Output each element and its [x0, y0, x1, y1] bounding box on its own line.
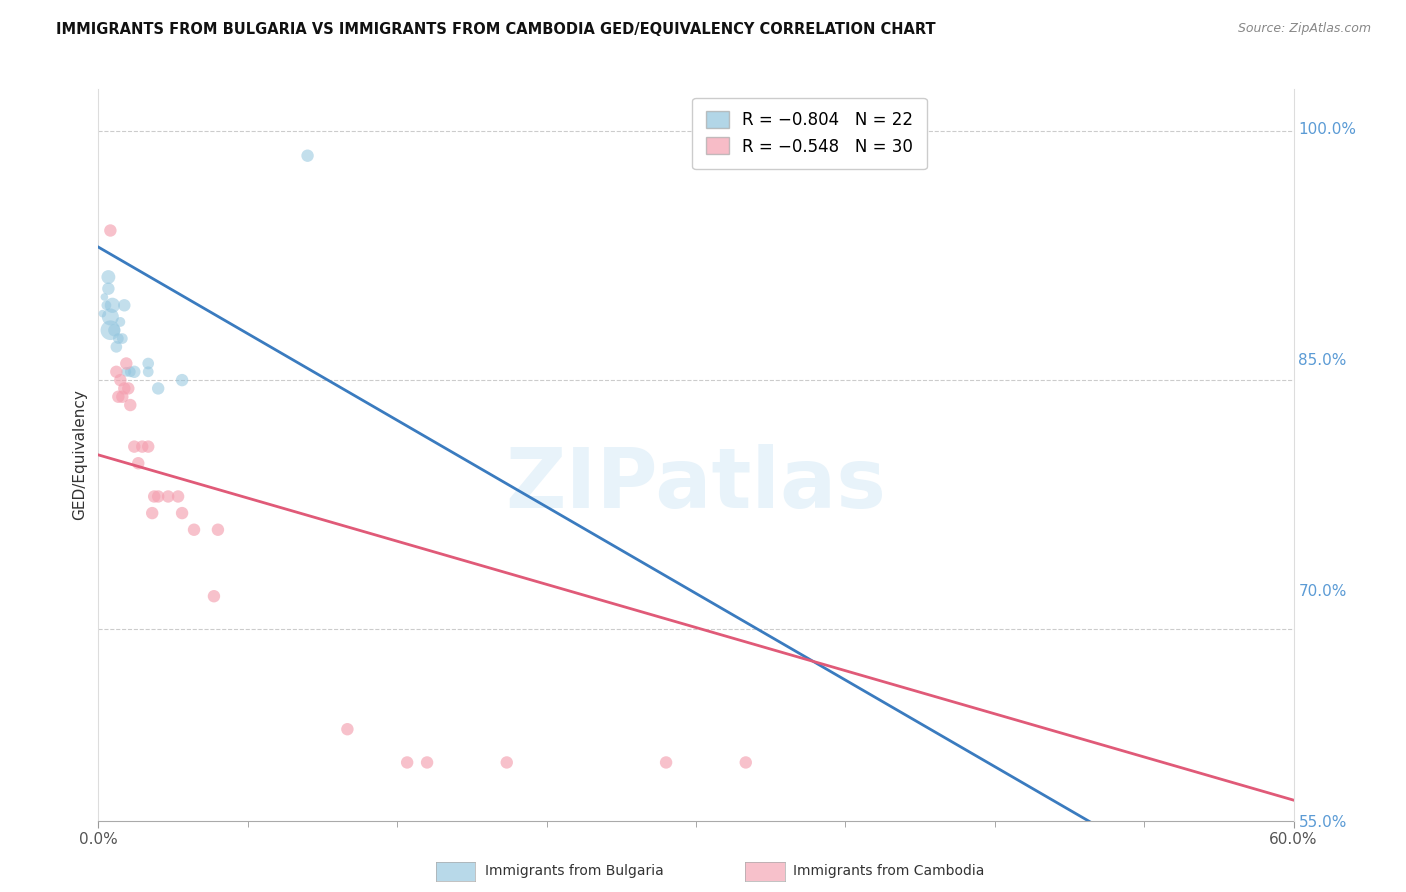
- Point: [115, 356, 138, 370]
- Text: Immigrants from Cambodia: Immigrants from Cambodia: [793, 864, 984, 879]
- Point: [131, 440, 153, 454]
- Point: [103, 323, 125, 337]
- Point: [396, 756, 419, 770]
- Point: [105, 340, 128, 354]
- Point: [207, 523, 229, 537]
- Point: [124, 440, 146, 454]
- Y-axis label: GED/Equivalency: GED/Equivalency: [72, 390, 87, 520]
- Point: [141, 506, 163, 520]
- Point: [110, 315, 132, 329]
- Point: [336, 722, 359, 736]
- Point: [172, 373, 194, 387]
- Point: [136, 440, 159, 454]
- Point: [112, 298, 135, 312]
- Point: [297, 149, 319, 163]
- Point: [136, 356, 159, 370]
- Point: [734, 756, 756, 770]
- Point: [924, 855, 946, 870]
- Point: [495, 756, 517, 770]
- Point: [202, 589, 225, 603]
- Point: [107, 332, 129, 346]
- Point: [167, 490, 190, 504]
- Point: [143, 490, 166, 504]
- Point: [100, 323, 122, 337]
- Text: IMMIGRANTS FROM BULGARIA VS IMMIGRANTS FROM CAMBODIA GED/EQUIVALENCY CORRELATION: IMMIGRANTS FROM BULGARIA VS IMMIGRANTS F…: [56, 22, 936, 37]
- Point: [148, 490, 170, 504]
- Point: [117, 381, 139, 395]
- Point: [172, 506, 194, 520]
- Point: [100, 310, 122, 324]
- Point: [101, 298, 124, 312]
- Point: [127, 456, 149, 470]
- Point: [93, 290, 115, 304]
- Point: [148, 381, 170, 395]
- Point: [416, 756, 439, 770]
- Point: [120, 398, 142, 412]
- Point: [107, 390, 129, 404]
- Point: [110, 373, 132, 387]
- Point: [124, 365, 146, 379]
- Point: [97, 282, 120, 296]
- Point: [115, 365, 138, 379]
- Point: [100, 223, 122, 237]
- Point: [120, 365, 142, 379]
- Point: [157, 490, 180, 504]
- Point: [111, 332, 134, 346]
- Point: [96, 298, 118, 312]
- Text: Source: ZipAtlas.com: Source: ZipAtlas.com: [1237, 22, 1371, 36]
- Point: [136, 365, 159, 379]
- Text: ZIPatlas: ZIPatlas: [506, 443, 886, 524]
- Point: [111, 390, 134, 404]
- Point: [183, 523, 205, 537]
- Point: [655, 756, 678, 770]
- Legend: R = −0.804   N = 22, R = −0.548   N = 30: R = −0.804 N = 22, R = −0.548 N = 30: [692, 97, 927, 169]
- Point: [105, 365, 128, 379]
- Point: [91, 307, 114, 321]
- Point: [112, 381, 135, 395]
- Text: Immigrants from Bulgaria: Immigrants from Bulgaria: [485, 864, 664, 879]
- Point: [97, 270, 120, 285]
